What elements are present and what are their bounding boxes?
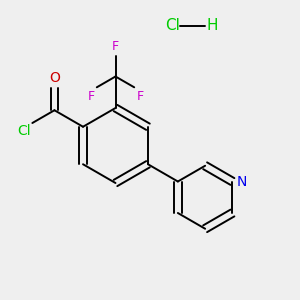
Text: Cl: Cl [17,124,31,139]
Text: F: F [112,40,119,53]
Text: O: O [49,71,60,85]
Text: F: F [136,90,144,103]
Text: N: N [237,175,247,188]
Text: H: H [207,18,218,33]
Text: F: F [87,90,94,103]
Text: Cl: Cl [165,18,180,33]
